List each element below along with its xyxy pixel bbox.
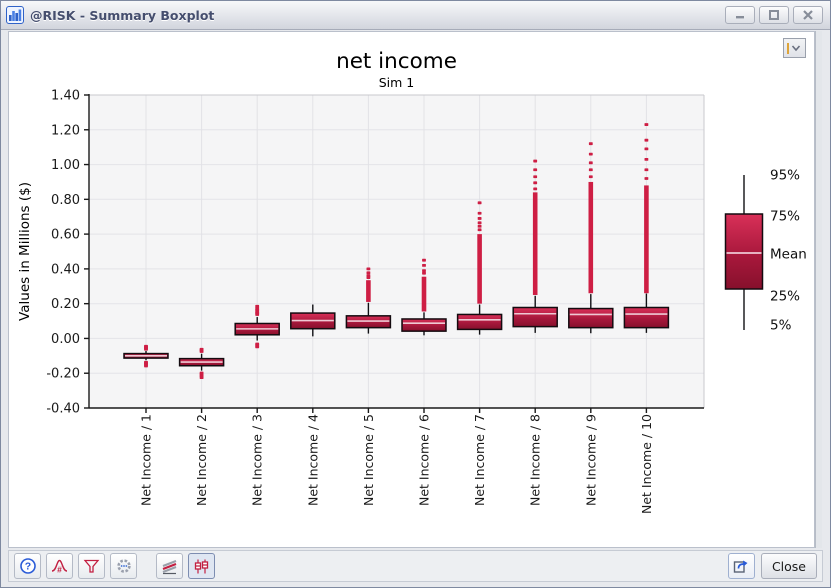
svg-text:Net Income / 2: Net Income / 2 — [194, 414, 209, 506]
svg-text:Mean: Mean — [770, 247, 807, 263]
svg-text:Net Income / 8: Net Income / 8 — [528, 414, 543, 506]
svg-text:1.20: 1.20 — [51, 123, 80, 138]
svg-text:-0.40: -0.40 — [46, 402, 80, 417]
funnel-icon — [83, 559, 100, 573]
chart-panel: 1.40 1.20 1.00 0.80 0.60 0.40 0.20 0.00 -0.20 -0.… — [8, 31, 815, 548]
boxplot-icon — [194, 559, 209, 573]
gear-icon — [116, 559, 131, 573]
svg-text:0.20: 0.20 — [51, 297, 80, 312]
svg-text:net income: net income — [336, 49, 457, 74]
filter-button[interactable] — [78, 553, 105, 579]
settings-button[interactable] — [110, 553, 137, 579]
maximize-button[interactable] — [759, 6, 789, 24]
app-icon — [6, 6, 24, 24]
export-arrow-icon — [734, 560, 748, 573]
graph-options-dropdown-button[interactable] — [783, 38, 806, 58]
bottom-toolbar: ? # — [8, 550, 823, 582]
svg-text:0.60: 0.60 — [51, 228, 80, 243]
svg-text:Sim 1: Sim 1 — [379, 75, 415, 90]
svg-text:?: ? — [24, 561, 30, 573]
svg-text:Net Income / 1: Net Income / 1 — [139, 414, 154, 506]
svg-text:0.80: 0.80 — [51, 193, 80, 208]
right-splitter[interactable] — [815, 31, 822, 548]
svg-text:95%: 95% — [770, 168, 800, 184]
close-button[interactable]: Close — [760, 553, 817, 579]
maximize-icon — [769, 10, 779, 20]
svg-text:Net Income / 6: Net Income / 6 — [417, 414, 432, 506]
dropdown-accent — [787, 42, 789, 54]
title-bar[interactable]: @RISK - Summary Boxplot — [1, 1, 830, 30]
svg-text:5%: 5% — [770, 318, 792, 334]
boxplot-graph-button[interactable] — [188, 553, 215, 579]
svg-text:Net Income / 3: Net Income / 3 — [250, 414, 265, 506]
bell-curve-icon: # — [51, 559, 68, 574]
close-icon — [803, 10, 813, 20]
help-button[interactable]: ? — [14, 553, 41, 579]
minimize-button[interactable] — [725, 6, 755, 24]
overlay-graph-button[interactable] — [156, 553, 183, 579]
svg-text:25%: 25% — [770, 289, 800, 305]
svg-text:1.00: 1.00 — [51, 158, 80, 173]
svg-text:75%: 75% — [770, 209, 800, 225]
distribution-format-button[interactable]: # — [46, 553, 73, 579]
svg-text:0.00: 0.00 — [51, 332, 80, 347]
svg-text:Net Income / 5: Net Income / 5 — [361, 414, 376, 506]
svg-text:Net Income / 9: Net Income / 9 — [583, 414, 598, 506]
window-title: @RISK - Summary Boxplot — [30, 7, 215, 23]
svg-text:1.40: 1.40 — [51, 89, 80, 104]
overlay-lines-icon — [162, 559, 177, 574]
svg-text:0.40: 0.40 — [51, 262, 80, 277]
chevron-down-icon — [791, 45, 801, 52]
svg-text:Net Income / 7: Net Income / 7 — [472, 414, 487, 506]
export-graph-button[interactable] — [727, 553, 755, 579]
help-icon: ? — [19, 558, 36, 574]
svg-text:Net Income / 10: Net Income / 10 — [639, 414, 654, 514]
svg-text:Net Income / 4: Net Income / 4 — [305, 414, 320, 506]
svg-text:Values in Millions ($): Values in Millions ($) — [17, 182, 33, 321]
svg-text:-0.20: -0.20 — [46, 367, 80, 382]
summary-boxplot-chart[interactable]: 1.40 1.20 1.00 0.80 0.60 0.40 0.20 0.00 -0.20 -0.… — [9, 32, 816, 547]
minimize-icon — [736, 16, 744, 19]
close-window-button[interactable] — [793, 6, 823, 24]
svg-text:#: # — [57, 564, 62, 574]
